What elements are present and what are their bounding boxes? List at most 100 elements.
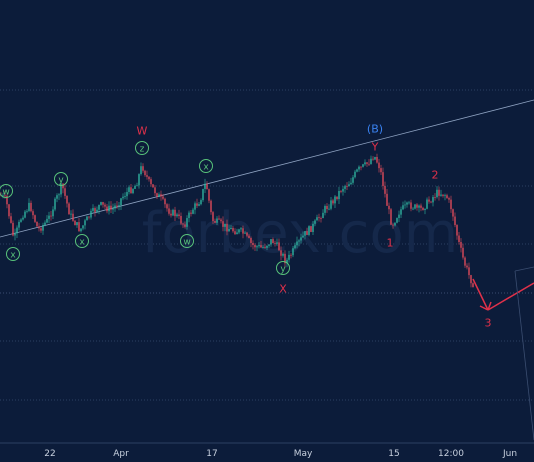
wave-label: w: [0, 184, 13, 198]
watermark: forbex.com: [142, 201, 459, 266]
wave-label-text: X: [279, 283, 287, 296]
candle-body: [430, 201, 432, 203]
wave-label: x: [75, 234, 89, 248]
candle-body: [390, 209, 392, 225]
candle-body: [186, 218, 188, 227]
candle-body: [94, 208, 96, 212]
wave-label: X: [279, 283, 287, 296]
candles: [0, 153, 474, 288]
candle-body: [260, 245, 262, 248]
x-tick-label: May: [294, 449, 313, 459]
candle-body: [78, 222, 80, 232]
candle-body: [302, 235, 304, 238]
candle-body: [198, 204, 200, 206]
candle-body: [12, 222, 14, 236]
candle-body: [24, 211, 26, 218]
candle-body: [28, 202, 30, 211]
candle-body: [6, 195, 8, 205]
candle-body: [450, 199, 452, 210]
candle-body: [344, 186, 346, 189]
candle-body: [380, 168, 382, 173]
candle-body: [40, 228, 42, 231]
candle-body: [52, 209, 54, 217]
candle-body: [22, 217, 24, 220]
candle-body: [258, 245, 260, 247]
candle-body: [248, 235, 250, 239]
candle-body: [336, 196, 338, 200]
candle-body: [232, 227, 234, 232]
x-axis: 22 Apr 17 May 15 12:00 Jun: [0, 442, 534, 459]
candle-body: [326, 206, 328, 210]
wave-label-circle: [180, 234, 194, 248]
candle-body: [16, 227, 18, 234]
candle-body: [150, 179, 152, 185]
wave-label: 2: [432, 169, 439, 182]
candle-body: [434, 197, 436, 198]
candle-body: [10, 216, 12, 223]
candle-body: [356, 169, 358, 172]
candle-body: [126, 192, 128, 197]
wave-label: 3: [485, 317, 492, 330]
candle-body: [304, 231, 306, 236]
x-tick-label: Apr: [113, 449, 129, 459]
candle-body: [352, 177, 354, 183]
candle-body: [382, 172, 384, 187]
candle-body: [50, 215, 52, 217]
candle-body: [242, 228, 244, 234]
candle-body: [234, 231, 236, 235]
candle-body: [292, 248, 294, 256]
projection: [472, 266, 534, 441]
candle-body: [334, 196, 336, 204]
candle-body: [18, 221, 20, 228]
candle-body: [140, 166, 142, 175]
candle-body: [252, 243, 254, 245]
candle-body: [216, 218, 218, 223]
candle-body: [44, 222, 46, 225]
candle-body: [188, 212, 190, 219]
candle-body: [350, 182, 352, 185]
candle-body: [368, 163, 370, 165]
candle-body: [90, 210, 92, 218]
x-tick-label: 15: [388, 449, 399, 459]
candle-body: [254, 244, 256, 248]
candle-body: [206, 183, 208, 190]
candle-body: [272, 239, 274, 244]
candle-body: [426, 199, 428, 209]
candle-body: [134, 186, 136, 189]
candle-body: [204, 183, 206, 189]
candle-body: [224, 223, 226, 227]
wave-label-text: 3: [485, 317, 492, 330]
candle-body: [284, 253, 286, 264]
wave-label-text: (B): [367, 123, 383, 136]
candle-body: [442, 194, 444, 196]
candle-body: [222, 221, 224, 227]
candle-body: [68, 203, 70, 215]
projection-box-edge: [514, 266, 534, 272]
candle-body: [136, 185, 138, 187]
wave-label-circle: [75, 234, 89, 248]
candle-body: [56, 195, 58, 199]
wave-label-text: x: [203, 163, 209, 173]
candle-body: [312, 223, 314, 232]
candle-body: [376, 157, 378, 163]
wave-label-text: z: [140, 145, 145, 155]
candle-body: [274, 243, 276, 244]
candle-body: [34, 215, 36, 222]
candle-body: [364, 162, 366, 165]
candle-body: [322, 212, 324, 219]
candle-body: [212, 212, 214, 222]
candle-body: [62, 183, 64, 189]
candle-body: [162, 196, 164, 199]
candle-body: [432, 197, 434, 203]
candle-body: [238, 229, 240, 233]
candle-body: [82, 225, 84, 229]
candle-body: [296, 241, 298, 246]
candle-body: [132, 188, 134, 194]
candle-body: [428, 199, 430, 202]
wave-label-text: Y: [371, 141, 379, 154]
candle-body: [440, 194, 442, 196]
candle-body: [470, 275, 472, 284]
candle-body: [414, 204, 416, 209]
candle-body: [84, 220, 86, 226]
